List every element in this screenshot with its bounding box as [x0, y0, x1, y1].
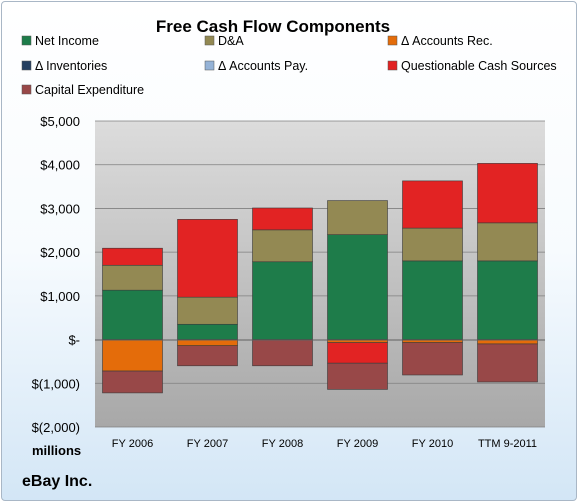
legend: Net Income D&A Δ Accounts Rec. Δ Inventorie… — [21, 34, 557, 97]
y-tick-label: $(1,000) — [32, 376, 80, 391]
legend-label: Capital Expenditure — [35, 83, 144, 97]
bar-segment — [252, 261, 313, 340]
bar-segment — [402, 227, 463, 262]
legend-label: Net Income — [35, 34, 99, 48]
x-tick-label: FY 2010 — [412, 438, 453, 450]
bar-segment — [252, 207, 313, 231]
legend-swatch — [21, 35, 32, 46]
bar-segment — [102, 339, 163, 372]
legend-swatch — [21, 60, 32, 71]
legend-label: Questionable Cash Sources — [401, 59, 557, 73]
bar-segment — [102, 289, 163, 340]
bar-segment — [327, 362, 388, 390]
legend-label: D&A — [218, 34, 244, 48]
gridlines — [95, 120, 545, 428]
bar-segment — [177, 323, 238, 340]
bar-segment — [402, 260, 463, 340]
y-tick-label: $2,000 — [40, 245, 80, 260]
x-tick-label: TTM 9-2011 — [478, 438, 537, 450]
bar-segment — [252, 339, 313, 367]
bar-segment — [102, 370, 163, 394]
bar-segment — [102, 264, 163, 291]
bar-segment — [177, 345, 238, 367]
x-tick-label: FY 2006 — [112, 438, 153, 450]
bar-segment — [327, 342, 388, 364]
y-axis-label: millions — [32, 443, 81, 458]
legend-swatch — [387, 35, 398, 46]
bar-segment — [327, 200, 388, 235]
bar-segment — [477, 343, 538, 383]
legend-swatch — [387, 60, 398, 71]
y-tick-label: $5,000 — [40, 114, 80, 129]
x-tick-label: FY 2009 — [337, 438, 378, 450]
legend-swatch — [204, 60, 215, 71]
x-tick-label: FY 2007 — [187, 438, 228, 450]
x-tick-label: FY 2008 — [262, 438, 303, 450]
legend-swatch — [204, 35, 215, 46]
bar-segment — [177, 296, 238, 325]
y-tick-label: $- — [68, 333, 80, 348]
company-name: eBay Inc. — [22, 473, 92, 490]
bar-segment — [402, 180, 463, 229]
x-axis: FY 2006 FY 2007 FY 2008 FY 2009 FY 2010 TTM 9… — [112, 438, 537, 450]
bar-segment — [402, 342, 463, 376]
legend-swatch — [21, 84, 32, 95]
y-tick-label: $4,000 — [40, 158, 80, 173]
bar-segment — [477, 260, 538, 340]
bar-segment — [477, 222, 538, 262]
bar-segment — [252, 229, 313, 263]
bars — [102, 163, 538, 394]
bar-segment — [177, 219, 238, 298]
legend-label: Δ Accounts Rec. — [401, 34, 493, 48]
plot-area — [95, 121, 545, 427]
legend-label: Δ Inventories — [35, 59, 107, 73]
chart-title: Free Cash Flow Components — [156, 17, 390, 36]
legend-label: Δ Accounts Pay. — [218, 59, 308, 73]
y-tick-label: $(2,000) — [32, 420, 80, 435]
y-tick-label: $1,000 — [40, 289, 80, 304]
bar-segment — [102, 247, 163, 266]
bar-segment — [327, 234, 388, 340]
y-axis: $5,000 $4,000 $3,000 $2,000 $1,000 $- $(1,000)… — [32, 114, 80, 435]
bar-segment — [477, 163, 538, 224]
y-tick-label: $3,000 — [40, 201, 80, 216]
